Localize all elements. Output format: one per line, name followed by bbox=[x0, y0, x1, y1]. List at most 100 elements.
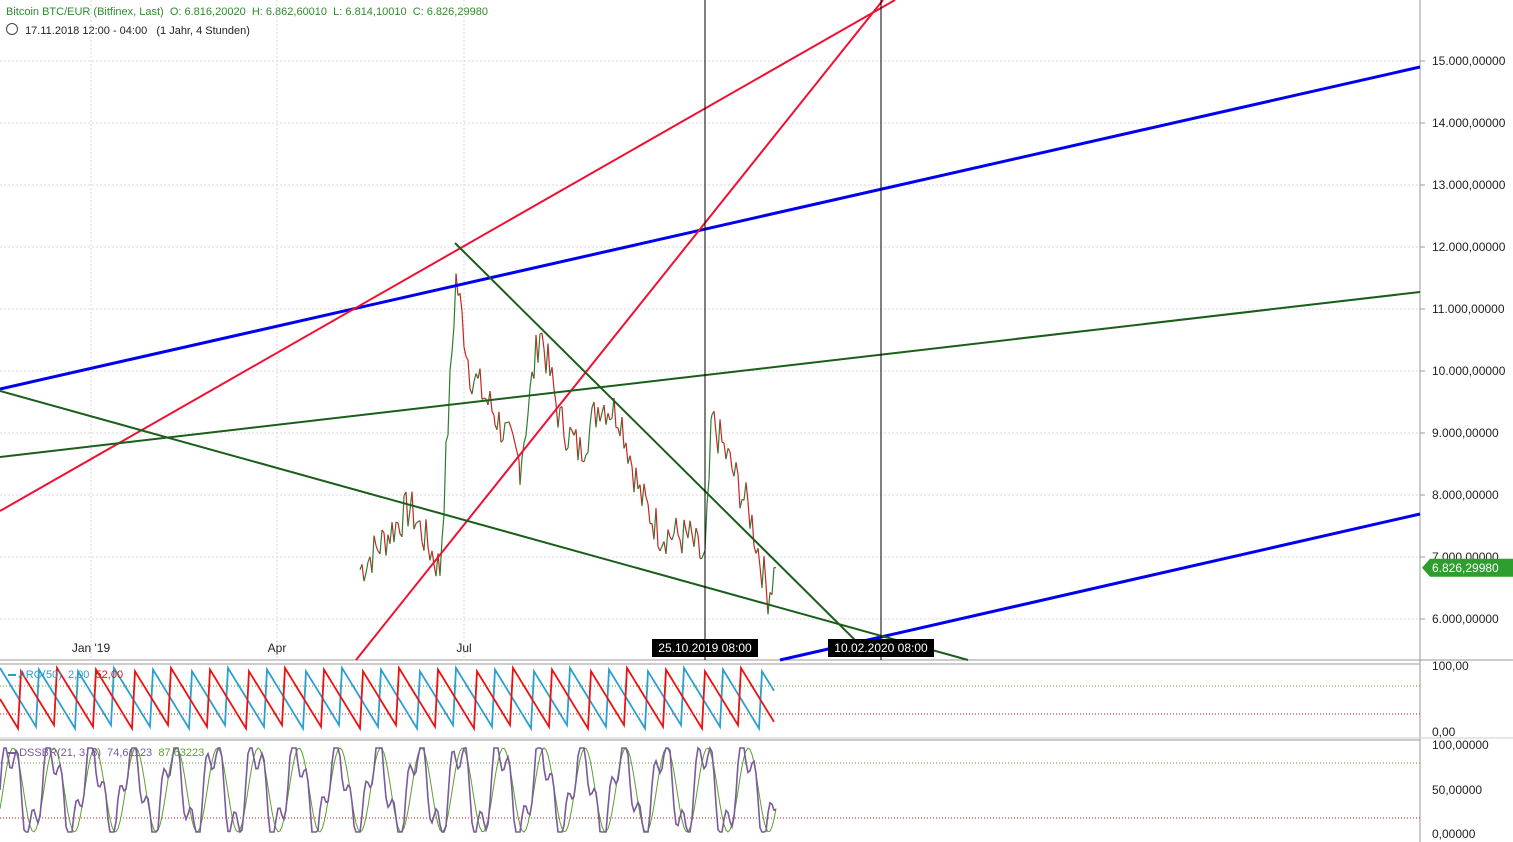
close-value: C: 6.826,29980 bbox=[412, 6, 488, 18]
price-candle bbox=[593, 401, 597, 428]
y-tick-label: 15.000,00000 bbox=[1432, 54, 1506, 68]
price-candle bbox=[502, 422, 506, 441]
aro-name: ARO(50) bbox=[18, 669, 62, 681]
marker-label: 10.02.2020 08:00 bbox=[834, 641, 928, 655]
vertical-markers[interactable]: 25.10.2019 08:00 10.02.2020 08:00 bbox=[652, 0, 934, 660]
price-candle bbox=[689, 520, 693, 535]
price-candle bbox=[463, 346, 467, 357]
price-candle bbox=[595, 407, 599, 428]
price-candle bbox=[743, 482, 747, 501]
price-candle bbox=[767, 592, 771, 615]
trendline bbox=[0, 65, 1421, 391]
price-candle bbox=[419, 520, 423, 542]
price-candle bbox=[535, 335, 539, 363]
price-candle bbox=[523, 435, 527, 444]
price-candle bbox=[441, 514, 445, 540]
price-candle bbox=[508, 421, 512, 428]
price-candle bbox=[537, 333, 541, 363]
price-candle bbox=[557, 407, 561, 428]
price-candle bbox=[527, 387, 531, 415]
price-candle bbox=[510, 427, 514, 435]
price-candle bbox=[567, 427, 571, 449]
price-candle bbox=[727, 447, 731, 453]
price-candle bbox=[393, 522, 397, 543]
low-value: L: 6.814,10010 bbox=[333, 6, 407, 18]
price-candle bbox=[561, 406, 565, 438]
price-candle bbox=[597, 407, 601, 422]
price-candle bbox=[363, 572, 367, 582]
price-candle bbox=[375, 545, 379, 552]
price-candle bbox=[547, 343, 551, 377]
aro-icon bbox=[8, 674, 16, 677]
price-candle bbox=[713, 411, 717, 433]
trendlines[interactable] bbox=[0, 0, 1421, 662]
price-candle bbox=[519, 457, 523, 485]
price-candle bbox=[493, 415, 496, 425]
price-candle bbox=[553, 388, 557, 404]
price-candle bbox=[625, 442, 629, 464]
aro-tick-label: 0,00 bbox=[1432, 725, 1456, 739]
price-candle bbox=[500, 439, 504, 443]
price-candle bbox=[693, 527, 697, 547]
aro-tick-label: 100,00 bbox=[1432, 659, 1469, 673]
price-candle bbox=[603, 404, 607, 425]
price-candle bbox=[725, 448, 729, 460]
price-candle bbox=[389, 522, 393, 544]
price-candle bbox=[659, 545, 663, 552]
price-candle bbox=[385, 534, 389, 556]
price-candle bbox=[723, 442, 727, 460]
dss-tick-label: 100,00000 bbox=[1432, 738, 1489, 752]
price-candle bbox=[459, 293, 463, 312]
price-candle bbox=[589, 407, 593, 426]
trendline bbox=[454, 242, 856, 641]
price-candle bbox=[710, 414, 713, 420]
price-candle bbox=[489, 390, 493, 412]
timestamp: 17.11.2018 12:00 - 04:00 bbox=[25, 25, 148, 37]
price-candle bbox=[451, 325, 455, 353]
x-tick-label: Jul bbox=[456, 641, 471, 655]
price-candle bbox=[381, 529, 385, 534]
period: (1 Jahr, 4 Stunden) bbox=[156, 25, 250, 37]
price-candle bbox=[605, 413, 609, 425]
dss-name: DSSBR(21, 3, 8) bbox=[19, 747, 101, 759]
price-candle bbox=[361, 564, 365, 582]
price-candle bbox=[413, 523, 417, 530]
price-candle bbox=[665, 529, 669, 554]
marker-label: 25.10.2019 08:00 bbox=[658, 641, 752, 655]
price-series bbox=[359, 273, 777, 615]
price-candle bbox=[423, 519, 427, 551]
price-candle bbox=[443, 441, 447, 515]
price-candle bbox=[585, 452, 589, 456]
price-candle bbox=[533, 335, 537, 379]
price-candle bbox=[697, 534, 701, 559]
price-candle bbox=[681, 519, 685, 554]
x-tick-label: Jan '19 bbox=[72, 641, 111, 655]
price-candle bbox=[737, 474, 741, 509]
dss-main-line bbox=[0, 745, 777, 834]
price-candle bbox=[621, 417, 625, 449]
aro-val2: 52,00 bbox=[95, 669, 124, 681]
price-candle bbox=[673, 517, 677, 534]
price-candle bbox=[415, 521, 419, 524]
price-candle bbox=[514, 443, 518, 453]
price-candle bbox=[677, 534, 681, 540]
price-candle bbox=[675, 517, 679, 535]
dss-val1: 74,61123 bbox=[107, 747, 153, 759]
price-candle bbox=[683, 519, 687, 531]
price-candle bbox=[453, 273, 457, 326]
price-candle bbox=[733, 462, 737, 477]
last-price-tag bbox=[1422, 558, 1513, 577]
chart-header: Bitcoin BTC/EUR (Bitfinex, Last) O: 6.81… bbox=[6, 6, 488, 18]
clock-icon bbox=[6, 23, 18, 35]
y-tick-label: 8.000,00000 bbox=[1432, 488, 1499, 502]
price-candle bbox=[639, 484, 643, 506]
aro-legend: ARO(50) 2,00 52,00 bbox=[8, 669, 123, 681]
price-candle bbox=[629, 455, 633, 467]
y-tick-label: 10.000,00000 bbox=[1432, 364, 1506, 378]
dss-panel: 100,00000 50,00000 0,00000 bbox=[0, 737, 1513, 841]
price-candle bbox=[395, 521, 399, 524]
price-candle bbox=[751, 514, 755, 546]
price-candle bbox=[461, 311, 465, 347]
price-candle bbox=[609, 417, 613, 421]
